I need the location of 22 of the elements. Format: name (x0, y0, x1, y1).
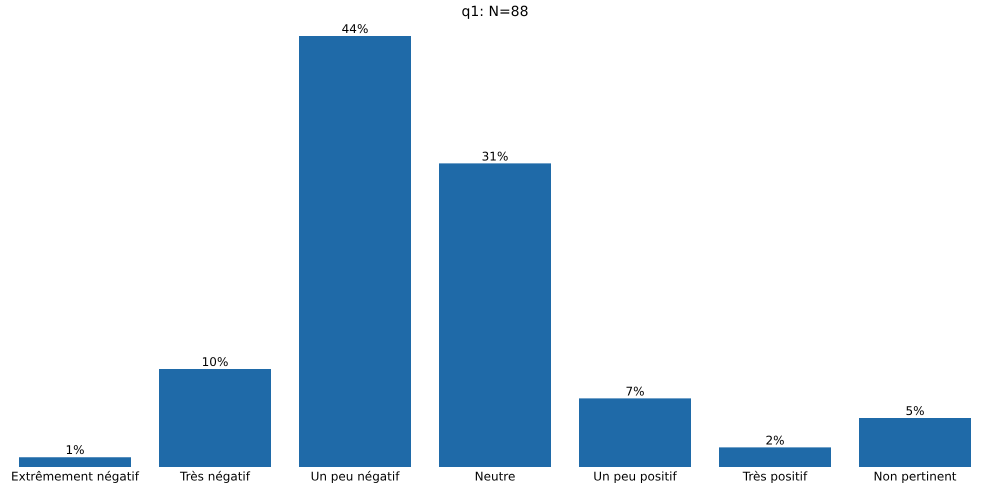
data-label: 2% (765, 433, 785, 448)
bar (579, 398, 691, 467)
bar (719, 447, 831, 467)
x-tick-label: Neutre (474, 470, 516, 484)
bar (299, 36, 411, 467)
chart-title: q1: N=88 (462, 4, 528, 20)
bar (439, 163, 551, 467)
data-label: 5% (905, 404, 925, 418)
bar (159, 369, 271, 467)
x-tick-label: Très positif (742, 470, 808, 484)
data-label: 44% (342, 22, 368, 36)
x-tick-label: Très négatif (179, 470, 251, 484)
x-tick-label: Non pertinent (873, 470, 957, 484)
x-tick-label: Un peu négatif (310, 470, 400, 484)
data-label: 7% (625, 384, 645, 398)
bar (19, 457, 131, 467)
x-tick-label: Un peu positif (593, 470, 678, 484)
data-label: 31% (482, 149, 508, 164)
x-tick-label: Extrêmement négatif (11, 470, 140, 484)
data-label: 10% (202, 355, 228, 370)
bar (859, 418, 971, 467)
data-label: 1% (65, 443, 85, 458)
